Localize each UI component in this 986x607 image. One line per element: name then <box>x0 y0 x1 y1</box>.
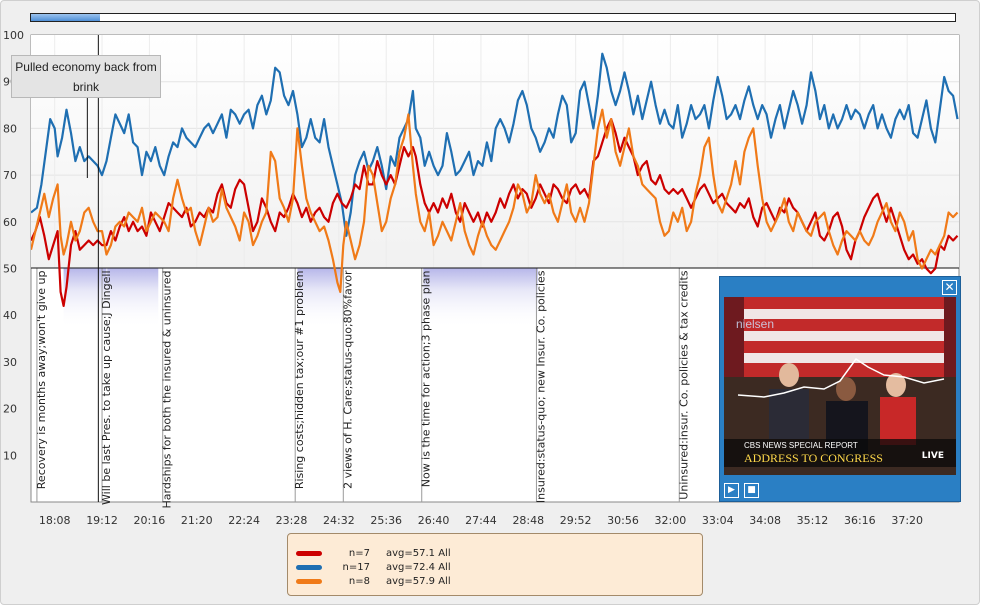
x-tick-label: 25:36 <box>370 514 402 527</box>
video-network-label: CBS NEWS SPECIAL REPORT <box>744 441 858 450</box>
series-line-blue <box>31 52 959 237</box>
legend-n: n=7 <box>348 547 370 559</box>
x-tick-label: 22:24 <box>228 514 260 527</box>
segment-band <box>297 268 342 329</box>
segment-label: Now is the time for action;3 phase plan <box>420 270 433 487</box>
video-frame[interactable]: nielsen CBS NEWS SPECIAL REPORT ADDRESS … <box>724 297 956 475</box>
legend-n: n=8 <box>348 575 370 587</box>
video-caption-bar: CBS NEWS SPECIAL REPORT ADDRESS TO CONGR… <box>724 439 956 467</box>
playback-progress-bar[interactable] <box>30 13 956 22</box>
x-tick-label: 30:56 <box>607 514 639 527</box>
legend-swatch-blue <box>296 564 322 570</box>
x-tick-label: 35:12 <box>797 514 829 527</box>
legend-avg: avg=57.1 All <box>386 547 451 559</box>
video-title-label: ADDRESS TO CONGRESS <box>744 451 883 465</box>
video-player[interactable]: ✕ nielsen CBS NEWS SPECIAL REPOR <box>719 276 961 502</box>
x-tick-label: 32:00 <box>655 514 687 527</box>
x-tick-label: 21:20 <box>181 514 213 527</box>
x-tick-label: 20:16 <box>134 514 166 527</box>
segment-band <box>423 268 538 329</box>
legend-row: n=7 avg=57.1 All <box>296 546 451 560</box>
y-tick-label: 60 <box>3 216 17 229</box>
x-tick-label: 23:28 <box>276 514 308 527</box>
x-tick-label: 28:48 <box>512 514 544 527</box>
legend-avg: avg=72.4 All <box>386 561 451 573</box>
y-tick-label: 100 <box>3 29 24 42</box>
y-tick-label: 70 <box>3 169 17 182</box>
progress-fill <box>31 14 101 21</box>
annotation-callout: Pulled economy back from brink <box>11 55 161 98</box>
video-watermark: nielsen <box>736 317 775 331</box>
x-tick-label: 26:40 <box>418 514 450 527</box>
x-tick-label: 37:20 <box>891 514 923 527</box>
legend-swatch-orange <box>296 578 322 584</box>
x-tick-label: 33:04 <box>702 514 734 527</box>
x-tick-label: 36:16 <box>844 514 876 527</box>
y-tick-label: 50 <box>3 263 17 276</box>
legend-n: n=17 <box>342 561 370 573</box>
legend-avg: avg=57.9 All <box>386 575 451 587</box>
video-dial-trace <box>737 357 945 398</box>
segment-label: 2 views of H. Care;status-quo;80%favor <box>341 270 354 489</box>
play-icon[interactable]: ▶ <box>724 483 739 498</box>
legend-row: n=8 avg=57.9 All <box>296 574 451 588</box>
segment-label: Recovery is months away;won't give up <box>35 270 48 489</box>
segment-band <box>63 268 107 329</box>
y-tick-label: 30 <box>3 356 17 369</box>
flag-stripes <box>744 297 944 377</box>
y-tick-label: 20 <box>3 403 17 416</box>
x-tick-label: 29:52 <box>560 514 592 527</box>
upper-plot-shading <box>31 35 959 268</box>
series-line-orange <box>31 108 959 293</box>
segment-band <box>107 268 159 329</box>
y-tick-label: 80 <box>3 122 17 135</box>
legend-row: n=17 avg=72.4 All <box>296 560 451 574</box>
x-tick-label: 34:08 <box>749 514 781 527</box>
x-tick-label: 27:44 <box>465 514 497 527</box>
x-tick-label: 18:08 <box>39 514 71 527</box>
video-live-badge: LIVE <box>921 451 944 461</box>
stop-icon[interactable]: ■ <box>744 483 759 498</box>
x-tick-label: 24:32 <box>323 514 355 527</box>
y-tick-label: 10 <box>3 449 17 462</box>
legend: n=7 avg=57.1 All n=17 avg=72.4 All n=8 a… <box>287 533 703 596</box>
segment-label: Uninsured:insur. Co. policies & tax cred… <box>677 270 690 499</box>
legend-swatch-red <box>296 550 322 556</box>
segment-label: Hardships for both the insured & uninsur… <box>161 271 174 509</box>
segment-label: Will be last Pres. to take up cause;J Di… <box>100 271 113 505</box>
y-tick-label: 40 <box>3 309 17 322</box>
segment-label: Rising costs;hidden tax;our #1 problem <box>293 271 306 490</box>
segment-label: Insured:status-quo; new Insur. Co. polic… <box>534 270 547 503</box>
x-tick-label: 19:12 <box>86 514 118 527</box>
close-icon[interactable]: ✕ <box>942 280 957 295</box>
